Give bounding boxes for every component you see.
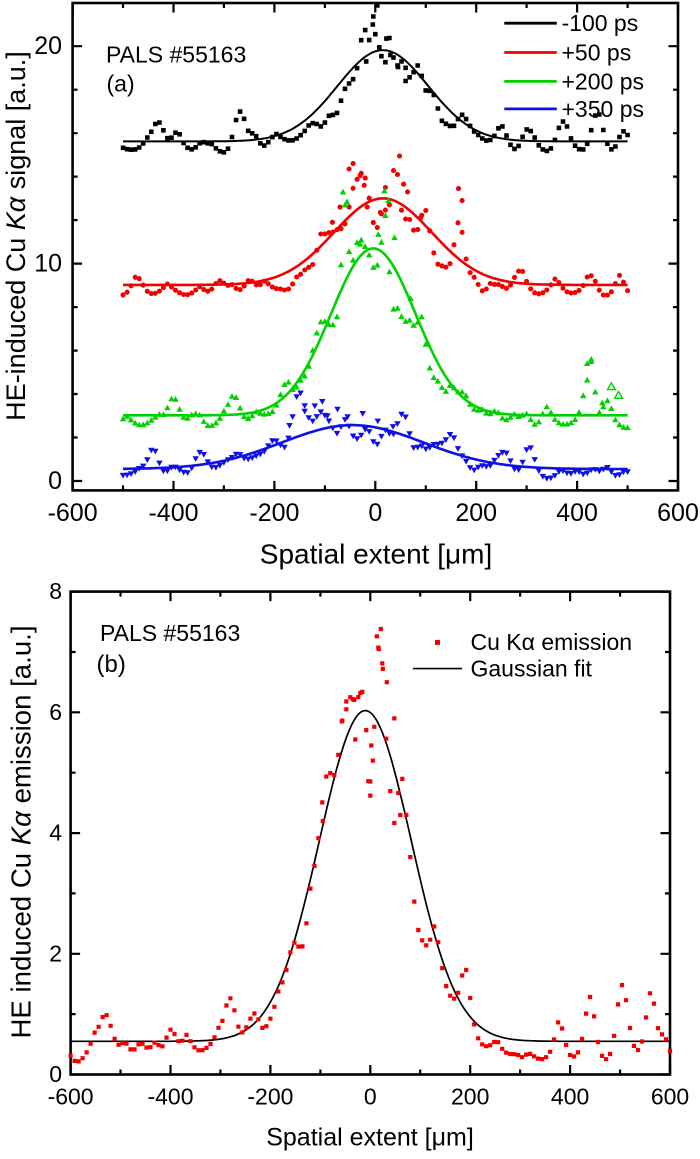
svg-text:2: 2 [49,940,62,966]
svg-text:+200 ps: +200 ps [562,68,645,94]
svg-text:200: 200 [451,1084,489,1110]
svg-text:20: 20 [34,32,62,60]
svg-text:8: 8 [49,578,62,604]
svg-text:0: 0 [364,1084,377,1110]
svg-text:-400: -400 [147,1084,193,1110]
svg-text:10: 10 [34,250,62,278]
svg-text:400: 400 [556,499,598,527]
svg-text:-600: -600 [48,499,98,527]
svg-text:PALS #55163: PALS #55163 [100,620,240,646]
svg-text:-600: -600 [48,1084,94,1110]
svg-text:0: 0 [368,499,382,527]
svg-text:200: 200 [455,499,497,527]
svg-text:-200: -200 [249,499,299,527]
svg-text:+50 ps: +50 ps [562,40,632,66]
svg-text:PALS #55163: PALS #55163 [106,42,246,68]
svg-text:-100 ps: -100 ps [562,10,639,36]
svg-text:HE-induced Cu Kα signal [a.u.]: HE-induced Cu Kα signal [a.u.] [1,51,31,421]
svg-text:(a): (a) [107,71,135,97]
svg-text:HE induced Cu Kα emission [a.u: HE induced Cu Kα emission [a.u.] [6,626,37,1039]
svg-text:Spatial extent [μm]: Spatial extent [μm] [260,539,492,570]
svg-text:-400: -400 [148,499,198,527]
svg-text:Cu Kα emission: Cu Kα emission [471,629,633,655]
svg-text:0: 0 [49,1061,62,1087]
svg-text:Spatial extent [μm]: Spatial extent [μm] [266,1124,474,1152]
svg-text:+350 ps: +350 ps [562,96,645,122]
svg-text:Gaussian fit: Gaussian fit [471,656,593,682]
svg-text:6: 6 [49,699,62,725]
svg-text:600: 600 [657,499,699,527]
svg-text:(b): (b) [97,651,126,678]
svg-text:4: 4 [49,820,62,846]
svg-text:400: 400 [551,1084,589,1110]
svg-text:600: 600 [651,1084,689,1110]
svg-text:0: 0 [48,467,62,495]
svg-text:-200: -200 [247,1084,293,1110]
